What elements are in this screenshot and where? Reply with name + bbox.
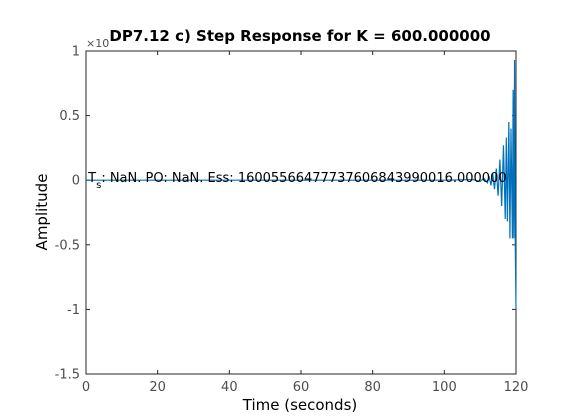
y-axis-label: Amplitude <box>33 174 51 251</box>
x-tick-label: 100 <box>432 380 457 395</box>
x-axis-label: Time (seconds) <box>242 396 358 414</box>
annotation-subscript: s <box>96 180 101 191</box>
annotation-prefix: T <box>87 171 96 186</box>
x-tick-label: 80 <box>364 380 381 395</box>
y-tick-label: -1 <box>67 303 80 318</box>
x-tick-label: 120 <box>504 380 529 395</box>
y-tick-label: 1 <box>72 45 80 60</box>
y-axis-exponent: ×10 <box>86 37 109 50</box>
x-tick-label: 40 <box>221 380 238 395</box>
y-tick-label: 0.5 <box>59 109 80 124</box>
settling-annotation: Ts: NaN. PO: NaN. Ess: 16005566477737606… <box>87 171 506 191</box>
x-tick-label: 20 <box>149 380 166 395</box>
y-axis-ticks: -1.5 -1 -0.5 0 0.5 1 <box>55 45 516 383</box>
y-tick-label: -1.5 <box>55 368 80 383</box>
chart-title: DP7.12 c) Step Response for K = 600.0000… <box>109 27 490 45</box>
x-tick-label: 60 <box>293 380 310 395</box>
y-tick-label: -0.5 <box>55 238 80 253</box>
y-tick-label: 0 <box>72 174 80 189</box>
x-tick-label: 0 <box>82 380 90 395</box>
x-axis-ticks: 0 20 40 60 80 100 120 <box>82 51 529 395</box>
plot-area <box>85 50 517 375</box>
annotation-text: : NaN. PO: NaN. Ess: 1600556647773760684… <box>101 171 506 186</box>
series-line <box>86 60 517 310</box>
